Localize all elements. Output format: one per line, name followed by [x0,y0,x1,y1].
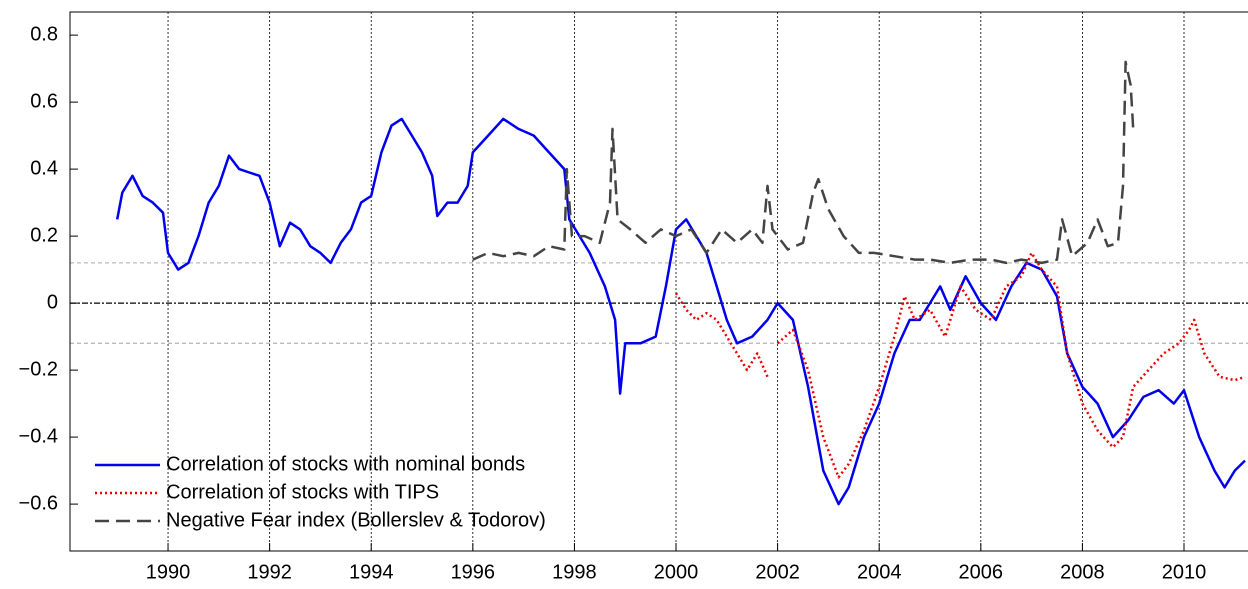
x-tick-label: 2004 [857,561,902,583]
y-tick-label: 0.6 [30,90,58,112]
x-tick-label: 2008 [1060,561,1105,583]
series-line [472,60,1135,265]
series-line [115,117,1246,506]
y-tick-label: −0.4 [19,425,58,447]
series-line [674,251,1246,479]
y-tick-label: 0 [47,291,58,313]
x-tick-label: 1990 [146,561,191,583]
x-tick-label: 1996 [451,561,496,583]
axis-frame [69,11,1248,552]
x-tick-label: 2000 [654,561,699,583]
legend-label: Correlation of stocks with nominal bonds [166,453,525,475]
x-tick-label: 2006 [959,561,1004,583]
x-tick-label: 1994 [349,561,394,583]
x-tick-label: 2002 [755,561,800,583]
legend-label: Negative Fear index (Bollerslev & Todoro… [166,509,546,531]
y-tick-label: 0.2 [30,224,58,246]
y-tick-label: −0.2 [19,358,58,380]
legend-label: Correlation of stocks with TIPS [166,481,439,503]
y-tick-label: 0.8 [30,23,58,45]
y-tick-label: −0.6 [19,492,58,514]
x-tick-label: 1992 [247,561,292,583]
x-tick-label: 2010 [1162,561,1207,583]
y-tick-label: 0.4 [30,157,58,179]
x-tick-label: 1998 [552,561,597,583]
